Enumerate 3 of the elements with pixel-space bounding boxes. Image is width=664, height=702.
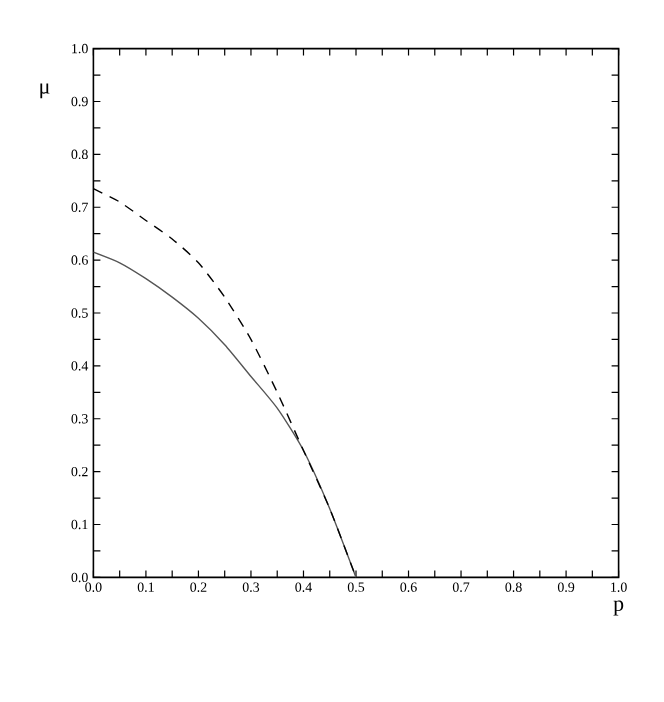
line-series — [93, 251, 357, 578]
x-axis-title: p — [613, 600, 624, 616]
y-axis-title: μ — [40, 83, 50, 99]
